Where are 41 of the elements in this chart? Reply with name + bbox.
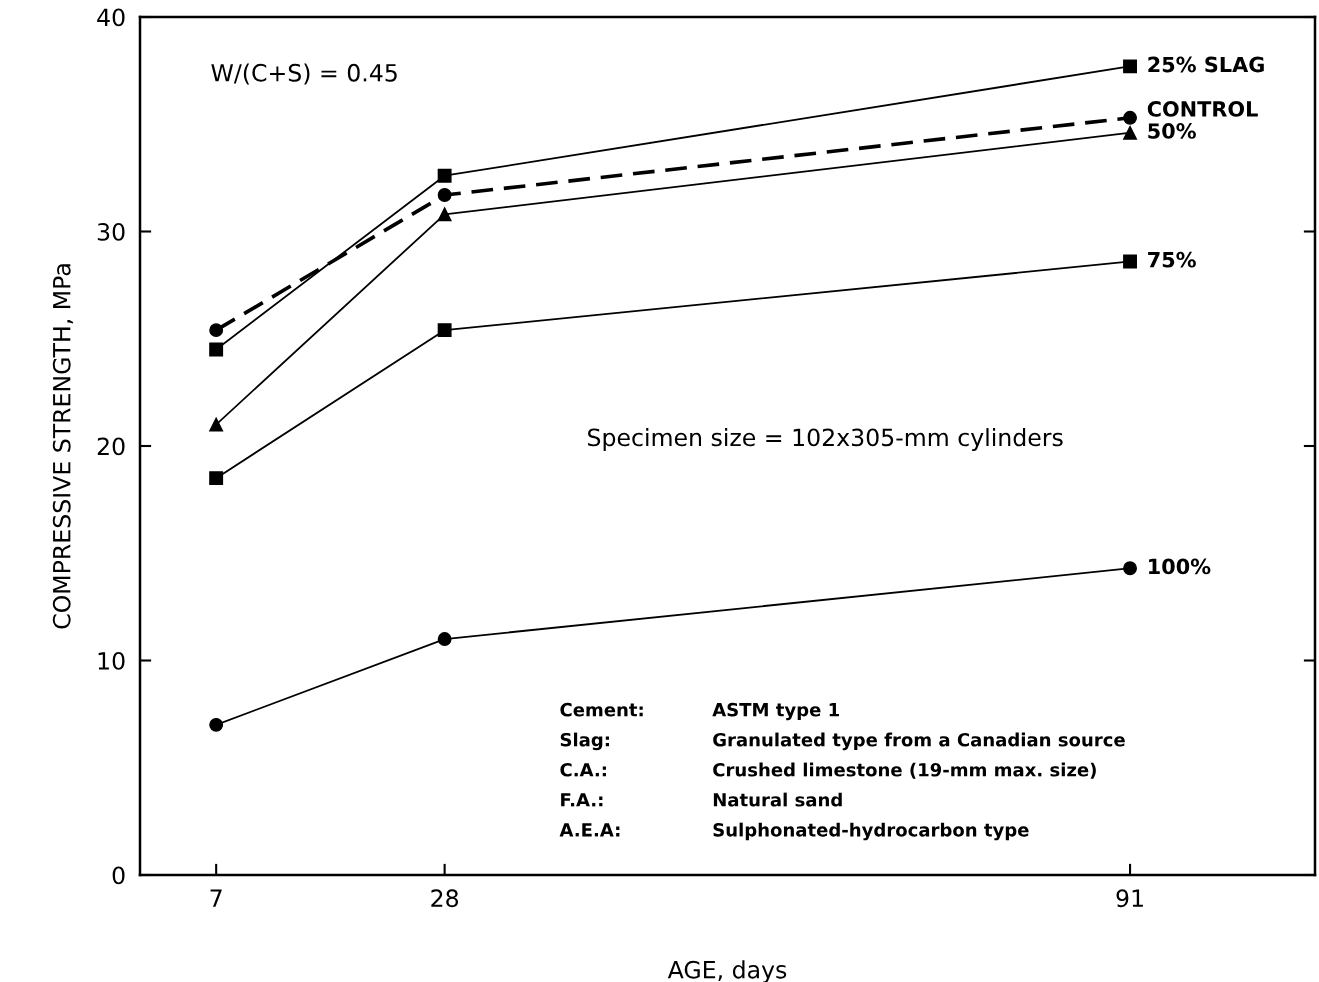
point: [209, 417, 224, 432]
annotation: C.A.:: [560, 762, 606, 777]
point: [437, 207, 452, 222]
point: [209, 342, 224, 357]
point: [437, 632, 452, 646]
point: [437, 168, 452, 183]
annotation: ASTM type 1: [712, 702, 839, 721]
annotation: W/(C+S) = 0.45: [211, 63, 397, 85]
annotation: Granulated type from a Canadian source: [713, 732, 1125, 751]
y-tick-label: 0: [112, 866, 125, 885]
point: [437, 188, 452, 202]
annotation: Specimen size = 102x305-mm cylinders: [588, 428, 1063, 451]
point: [1123, 110, 1137, 125]
annotation: Natural sand: [713, 792, 842, 807]
annotation: Slag:: [560, 732, 609, 751]
annotation: Sulphonated-hydrocarbon type: [713, 822, 1029, 841]
point: [209, 717, 224, 732]
point: [1123, 561, 1137, 576]
annotation: A.E.A:: [559, 823, 620, 837]
point: [209, 471, 224, 486]
annotation: Cement:: [560, 702, 643, 717]
x-tick-label: 91: [1116, 889, 1143, 908]
x-tick-label: 7: [210, 889, 222, 907]
point: [209, 323, 224, 338]
series-label: CONTROL: [1147, 101, 1258, 117]
y-tick-label: 20: [97, 437, 125, 456]
series-label: 75%: [1148, 251, 1196, 268]
series-label: 50%: [1148, 123, 1196, 139]
point: [437, 323, 452, 338]
y-tick-label: 30: [97, 222, 125, 241]
x-tick-label: 28: [431, 889, 459, 908]
y-axis-title: COMPRESSIVE STRENGTH, MPa: [52, 264, 74, 629]
y-tick-label: 10: [98, 651, 125, 670]
series-label: 25% SLAG: [1148, 56, 1264, 73]
point: [1123, 254, 1137, 269]
series-label: 100%: [1149, 558, 1211, 575]
point: [1123, 125, 1137, 140]
annotation: F.A.:: [561, 793, 603, 807]
annotation: Crushed limestone (19-mm max. size): [713, 762, 1096, 779]
y-tick-label: 40: [97, 8, 125, 27]
point: [1123, 59, 1137, 74]
